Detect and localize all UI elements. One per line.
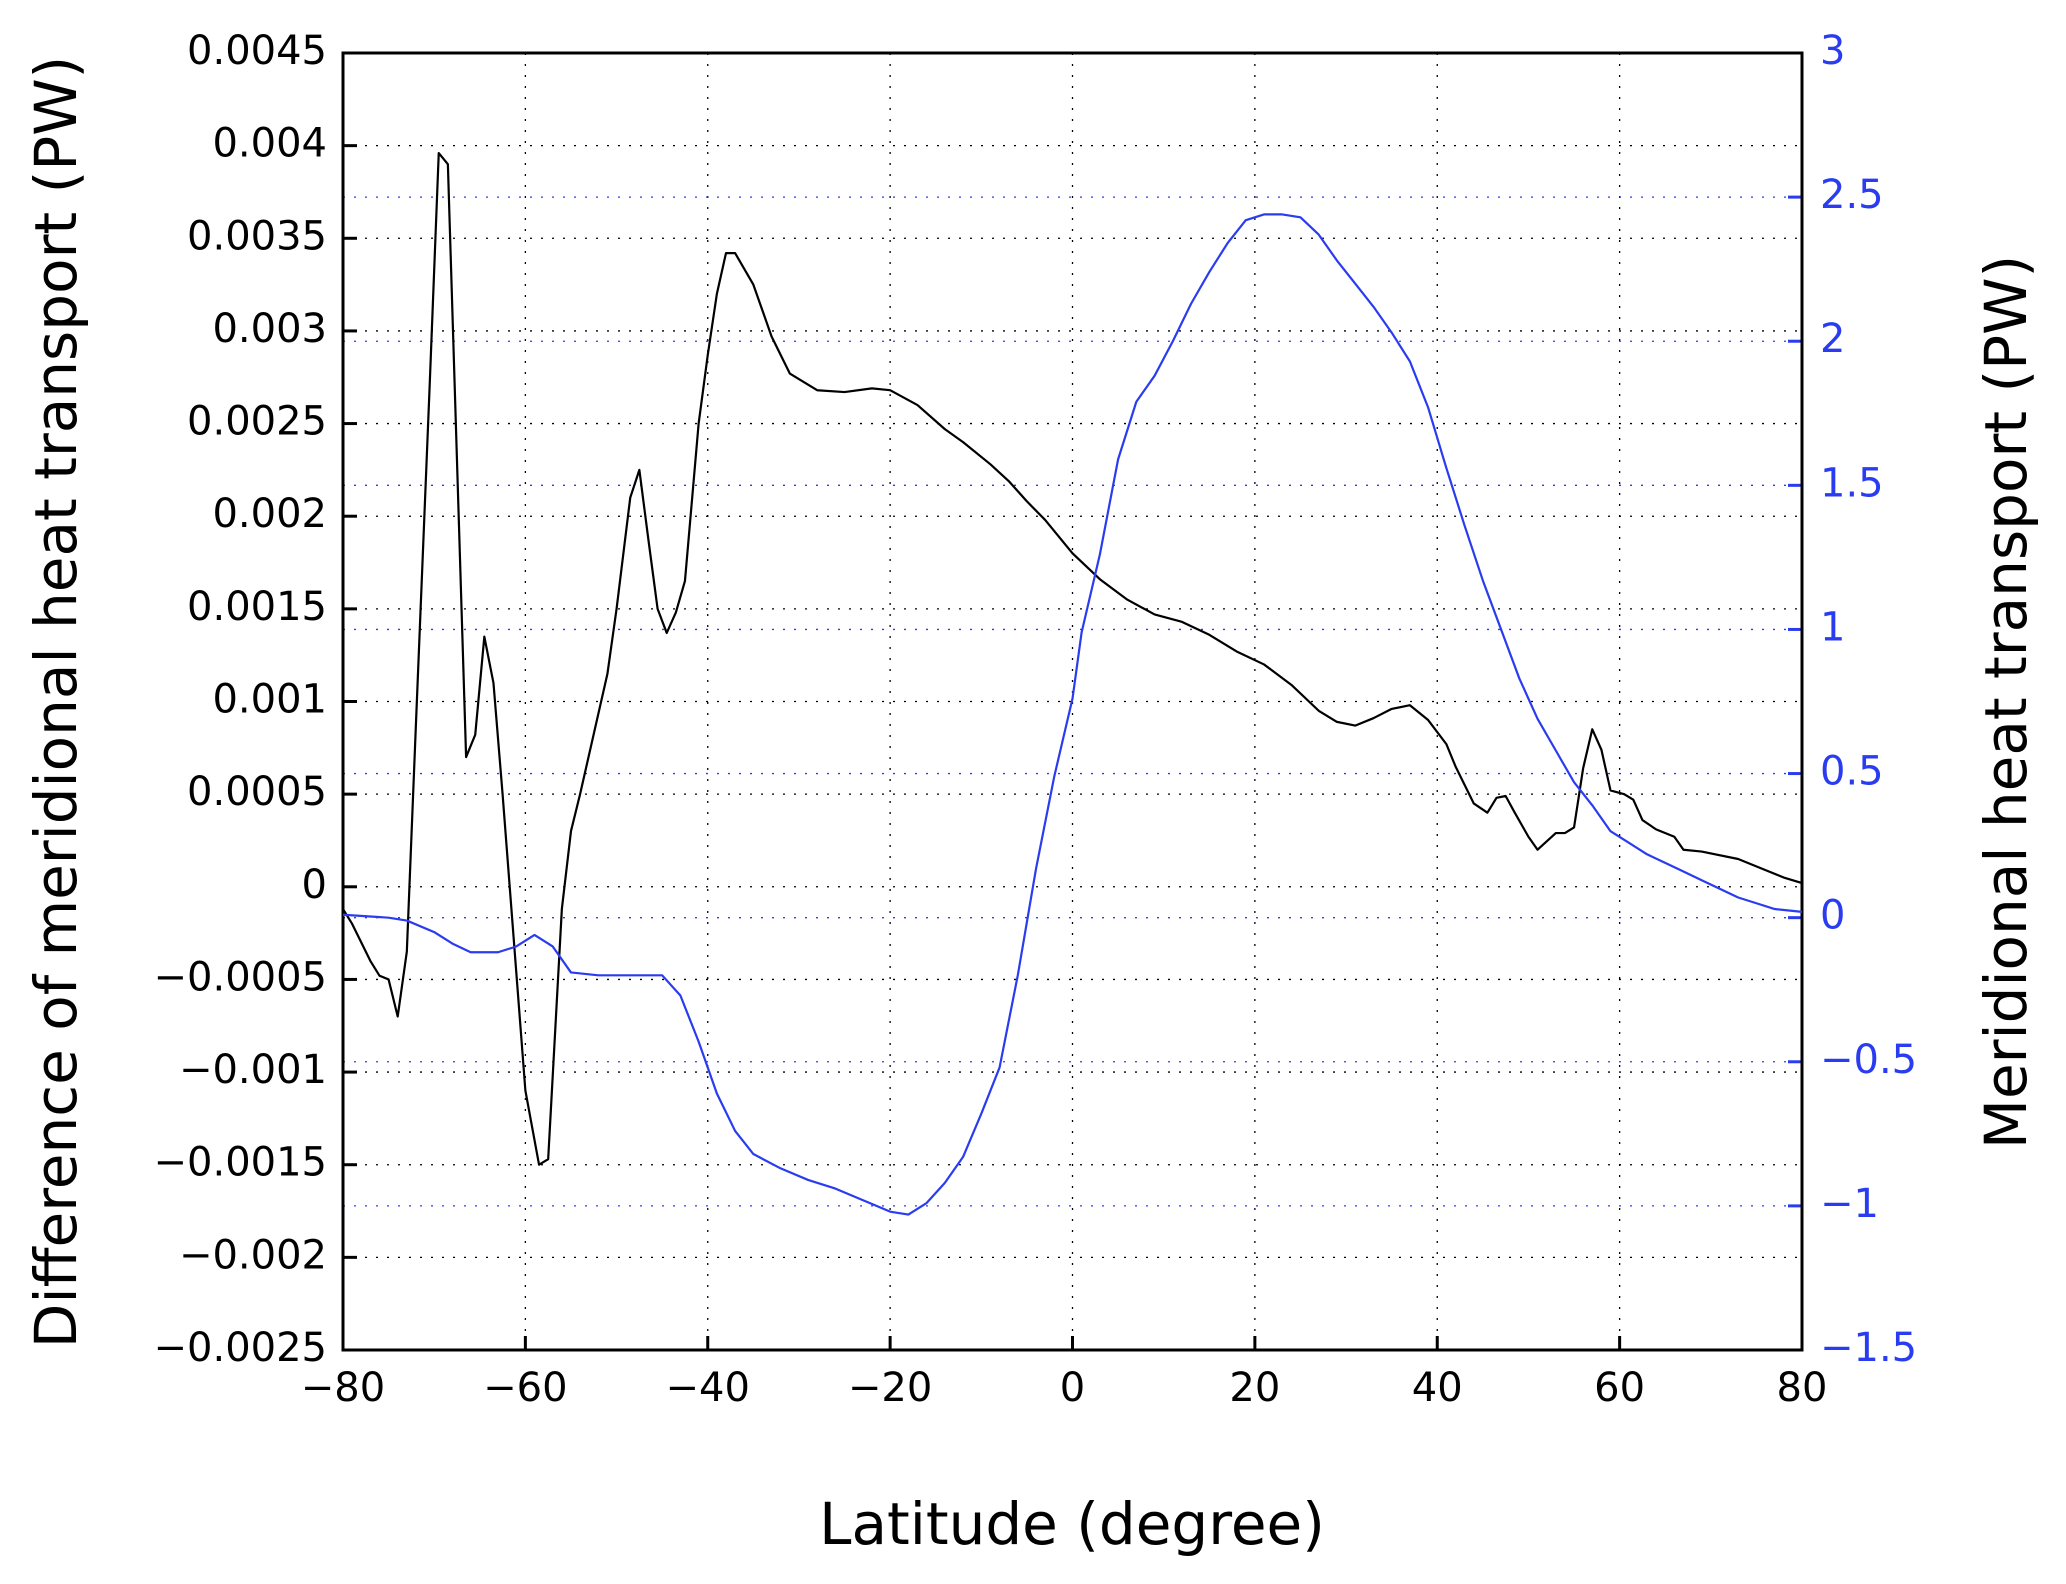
y2-tick-label: 1.5 xyxy=(1820,460,1884,506)
y-tick-label: 0.0025 xyxy=(187,399,327,445)
x-tick-label: −80 xyxy=(301,1365,385,1411)
y2-tick-label: −1 xyxy=(1820,1181,1879,1227)
x-axis-label: Latitude (degree) xyxy=(819,1490,1325,1558)
x-tick-label: −40 xyxy=(666,1365,750,1411)
y-tick-label: −0.001 xyxy=(179,1047,327,1093)
x-tick-label: 40 xyxy=(1412,1365,1463,1411)
y2-tick-label: −0.5 xyxy=(1820,1037,1917,1083)
y-tick-label: −0.0025 xyxy=(154,1325,327,1371)
y-tick-label: 0.0045 xyxy=(187,28,327,74)
y-tick-label: 0.004 xyxy=(212,121,327,167)
x-tick-label: 20 xyxy=(1229,1365,1280,1411)
y2-tick-label: 2.5 xyxy=(1820,172,1884,218)
y-tick-label: 0 xyxy=(302,862,327,908)
y2-axis-label: Meridional heat transport (PW) xyxy=(1972,255,2040,1149)
y2-tick-label: 0.5 xyxy=(1820,749,1884,795)
y-tick-label: −0.002 xyxy=(179,1232,327,1278)
y2-tick-label: 3 xyxy=(1820,28,1845,74)
y-tick-label: 0.0005 xyxy=(187,769,327,815)
y-tick-label: 0.0035 xyxy=(187,213,327,259)
x-tick-label: 0 xyxy=(1060,1365,1085,1411)
x-tick-label: 80 xyxy=(1777,1365,1828,1411)
x-tick-label: −60 xyxy=(483,1365,567,1411)
y-axis-label: Difference of meridional heat transport … xyxy=(22,56,90,1348)
y2-tick-label: 2 xyxy=(1820,316,1845,362)
line-series xyxy=(342,213,1803,1216)
x-tick-label: −20 xyxy=(848,1365,932,1411)
y2-tick-label: 1 xyxy=(1820,604,1845,650)
y2-tick-label: −1.5 xyxy=(1820,1325,1917,1371)
y-tick-label: 0.0015 xyxy=(187,584,327,630)
y-tick-label: −0.0015 xyxy=(154,1140,327,1186)
y-tick-label: 0.002 xyxy=(212,491,327,537)
y-tick-label: −0.0005 xyxy=(154,954,327,1000)
y2-tick-label: 0 xyxy=(1820,893,1845,939)
x-tick-label: 60 xyxy=(1594,1365,1645,1411)
y-tick-label: 0.003 xyxy=(212,306,327,352)
line-series xyxy=(342,151,1803,1166)
plot-frame xyxy=(341,51,1804,1352)
y-tick-label: 0.001 xyxy=(212,677,327,723)
